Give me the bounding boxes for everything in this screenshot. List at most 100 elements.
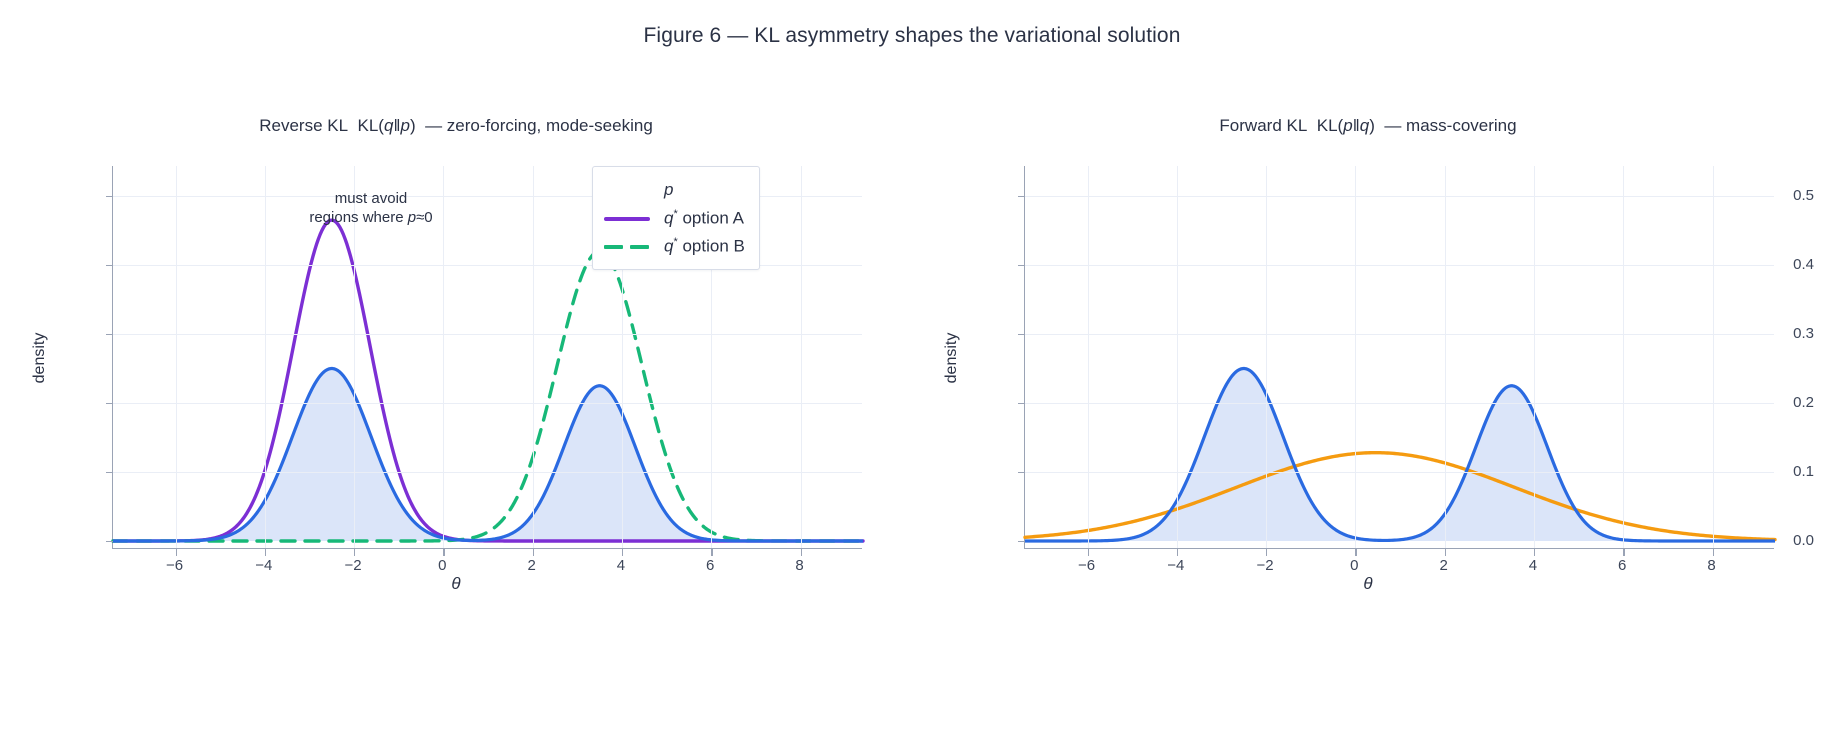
legend-swatch-option-b	[604, 237, 650, 255]
subplot-title-suffix-forward: — mass-covering	[1384, 116, 1517, 135]
q-curve-q-option-b	[111, 249, 865, 543]
x-tick-label: 8	[1707, 557, 1716, 574]
annotation-line-2-c: ≈0	[416, 209, 433, 227]
p-density-outline	[113, 366, 863, 543]
x-tick-mark	[1266, 549, 1268, 556]
plot-area-forward	[1018, 166, 1777, 556]
legend-reverse: p q* option A q* option B	[592, 166, 760, 270]
p-density-outline	[1025, 366, 1775, 543]
gridline-vertical	[711, 166, 713, 548]
subplot-title-suffix-reverse: — zero-forcing, mode-seeking	[425, 116, 653, 135]
gridline-vertical	[1444, 166, 1446, 548]
kl-sep-forward: ‖	[1352, 116, 1360, 135]
x-tick-mark	[800, 549, 802, 556]
gridline-horizontal	[1025, 402, 1774, 404]
x-tick-mark	[1533, 549, 1536, 556]
kl-sep-reverse: ‖	[393, 116, 401, 135]
x-tick-mark	[1623, 549, 1625, 556]
gridline-vertical	[621, 166, 623, 548]
x-tick-label: 2	[1439, 557, 1448, 574]
x-tick-label: −4	[255, 557, 273, 574]
subplot-title-forward: Forward KL KL(p‖q) — mass-covering	[912, 116, 1824, 136]
legend-swatch-p-left	[604, 181, 650, 199]
gridline-vertical	[1266, 166, 1268, 548]
gridline-vertical	[1712, 166, 1714, 548]
x-tick-mark	[175, 549, 177, 556]
x-tick-label: −4	[1167, 557, 1185, 574]
q-curve-q-moment-matched-	[1023, 450, 1777, 542]
x-axis-label-right: θ	[1363, 574, 1373, 593]
annotation-line-1: must avoid	[334, 190, 408, 207]
x-tick-label: 0	[1350, 557, 1359, 574]
gridline-vertical	[175, 166, 177, 548]
gridline-vertical	[1087, 166, 1089, 548]
gridline-vertical	[800, 166, 802, 548]
y-tick-mark	[1018, 264, 1025, 267]
y-tick-mark	[106, 471, 113, 474]
x-tick-mark	[1087, 549, 1089, 556]
annotation-zero-forcing: must avoid regions where p≈0	[309, 189, 432, 227]
x-tick-mark	[443, 549, 445, 556]
x-tick-label: 4	[1528, 557, 1538, 574]
x-tick-mark	[1176, 549, 1179, 556]
x-tick-label: −6	[1077, 557, 1096, 574]
y-axis-label-left: density	[31, 332, 48, 384]
y-tick-label: 0.2	[1793, 393, 1814, 411]
gridline-vertical	[1533, 166, 1535, 548]
gridline-horizontal	[113, 471, 862, 473]
kl-open-reverse: KL(	[357, 116, 384, 135]
panel-reverse-kl: Reverse KL KL(q‖p) — zero-forcing, mode-…	[0, 116, 912, 593]
kl-close-forward: )	[1369, 116, 1375, 135]
y-tick-label: 0.0	[1793, 532, 1814, 549]
y-tick-label: 0.5	[1793, 186, 1814, 204]
legend-label-option-a: q* option A	[664, 207, 744, 228]
subplot-title-math-forward: KL(p‖q)	[1317, 116, 1375, 135]
y-tick-mark	[1018, 333, 1025, 336]
x-tick-label: 6	[706, 557, 715, 574]
subplot-title-prefix-reverse: Reverse KL	[259, 116, 349, 135]
subplot-title-prefix-forward: Forward KL	[1219, 116, 1308, 135]
legend-item-p-left[interactable]: p	[604, 176, 745, 204]
gridline-horizontal	[113, 402, 862, 404]
legend-item-option-b[interactable]: q* option B	[604, 232, 745, 260]
x-tick-label: 4	[616, 557, 626, 574]
gridline-horizontal	[1025, 264, 1774, 266]
gridline-horizontal	[1025, 195, 1774, 197]
y-axis-label-right: density	[943, 332, 960, 384]
gridline-horizontal	[113, 195, 862, 197]
legend-label-p-left: p	[664, 180, 674, 199]
annotation-line-2: regions where p≈0	[309, 208, 432, 227]
gridline-vertical	[1623, 166, 1625, 548]
y-tick-mark	[106, 402, 113, 405]
x-tick-mark	[264, 549, 267, 556]
curves-forward	[1023, 366, 1777, 543]
kl-arg2-reverse: p	[400, 116, 410, 135]
figure-title: Figure 6 — KL asymmetry shapes the varia…	[643, 24, 1181, 47]
kl-arg2-forward: q	[1359, 116, 1370, 135]
gridline-vertical	[1355, 166, 1357, 548]
gridline-horizontal	[1025, 471, 1774, 473]
x-tick-mark	[1355, 549, 1357, 556]
x-tick-label: 0	[438, 557, 447, 574]
subplot-title-reverse: Reverse KL KL(q‖p) — zero-forcing, mode-…	[0, 116, 912, 136]
kl-open-forward: KL(	[1316, 116, 1344, 135]
gridline-horizontal	[1025, 333, 1774, 335]
x-axis-label-left: θ	[451, 574, 461, 593]
legend-item-option-a[interactable]: q* option A	[604, 204, 745, 232]
gridline-horizontal	[113, 264, 862, 266]
gridline-vertical	[354, 166, 356, 548]
curves-reverse	[111, 218, 865, 543]
panel-forward-kl: Forward KL KL(p‖q) — mass-covering densi…	[912, 0, 1824, 737]
x-tick-mark	[532, 549, 535, 556]
x-tick-mark	[1444, 549, 1447, 556]
gridline-vertical	[443, 166, 445, 548]
x-tick-mark	[621, 549, 624, 556]
subplot-title-math-reverse: KL(q‖p)	[358, 116, 416, 135]
kl-arg1-forward: p	[1343, 116, 1353, 135]
y-tick-label: 0.3	[1793, 324, 1814, 342]
y-tick-mark	[1018, 402, 1025, 405]
y-tick-mark	[106, 195, 113, 198]
x-tick-label: 6	[1618, 557, 1627, 574]
legend-swatch-option-a	[604, 209, 650, 227]
y-tick-mark	[106, 541, 113, 543]
